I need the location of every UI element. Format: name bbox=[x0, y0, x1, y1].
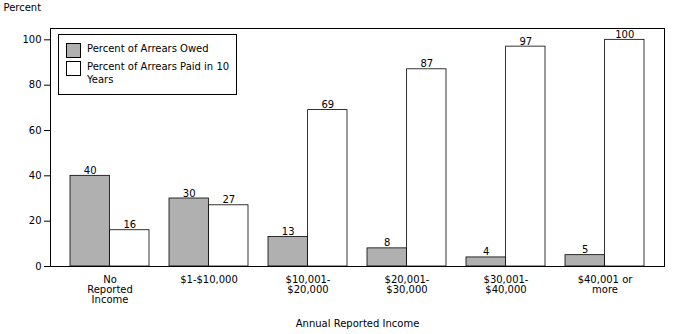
svg-text:5: 5 bbox=[582, 244, 588, 255]
svg-text:Percent: Percent bbox=[4, 2, 42, 13]
svg-text:$20,001-$30,000: $20,001-$30,000 bbox=[385, 274, 430, 295]
svg-text:100: 100 bbox=[615, 29, 634, 40]
svg-text:30: 30 bbox=[183, 188, 196, 199]
svg-text:80: 80 bbox=[29, 79, 42, 90]
html-text:Percent of Arrears Owed: Percent of Arrears Owed bbox=[87, 43, 209, 54]
svg-text:20: 20 bbox=[29, 215, 42, 226]
svg-text:0: 0 bbox=[35, 261, 41, 272]
svg-text:27: 27 bbox=[222, 194, 235, 205]
svg-text:$30,001-$40,000: $30,001-$40,000 bbox=[484, 274, 529, 295]
svg-text:Annual Reported Income: Annual Reported Income bbox=[296, 318, 420, 329]
svg-text:4: 4 bbox=[483, 246, 489, 257]
html-text:Percent of Arrears Paid in 10: Percent of Arrears Paid in 10 Years bbox=[87, 61, 230, 85]
svg-text:NoReportedIncome: NoReportedIncome bbox=[87, 274, 133, 305]
svg-text:40: 40 bbox=[84, 165, 97, 176]
svg-text:100: 100 bbox=[22, 34, 41, 45]
svg-text:$40,001 ormore: $40,001 ormore bbox=[578, 274, 634, 295]
svg-text:87: 87 bbox=[420, 58, 433, 69]
svg-text:13: 13 bbox=[282, 226, 295, 237]
svg-text:8: 8 bbox=[384, 237, 390, 248]
svg-text:$10,001-$20,000: $10,001-$20,000 bbox=[286, 274, 331, 295]
svg-text:40: 40 bbox=[29, 170, 42, 181]
svg-text:$1-$10,000: $1-$10,000 bbox=[180, 274, 238, 285]
svg-text:16: 16 bbox=[123, 219, 136, 230]
svg-text:60: 60 bbox=[29, 125, 42, 136]
svg-text:69: 69 bbox=[321, 99, 334, 110]
svg-text:97: 97 bbox=[519, 36, 532, 47]
